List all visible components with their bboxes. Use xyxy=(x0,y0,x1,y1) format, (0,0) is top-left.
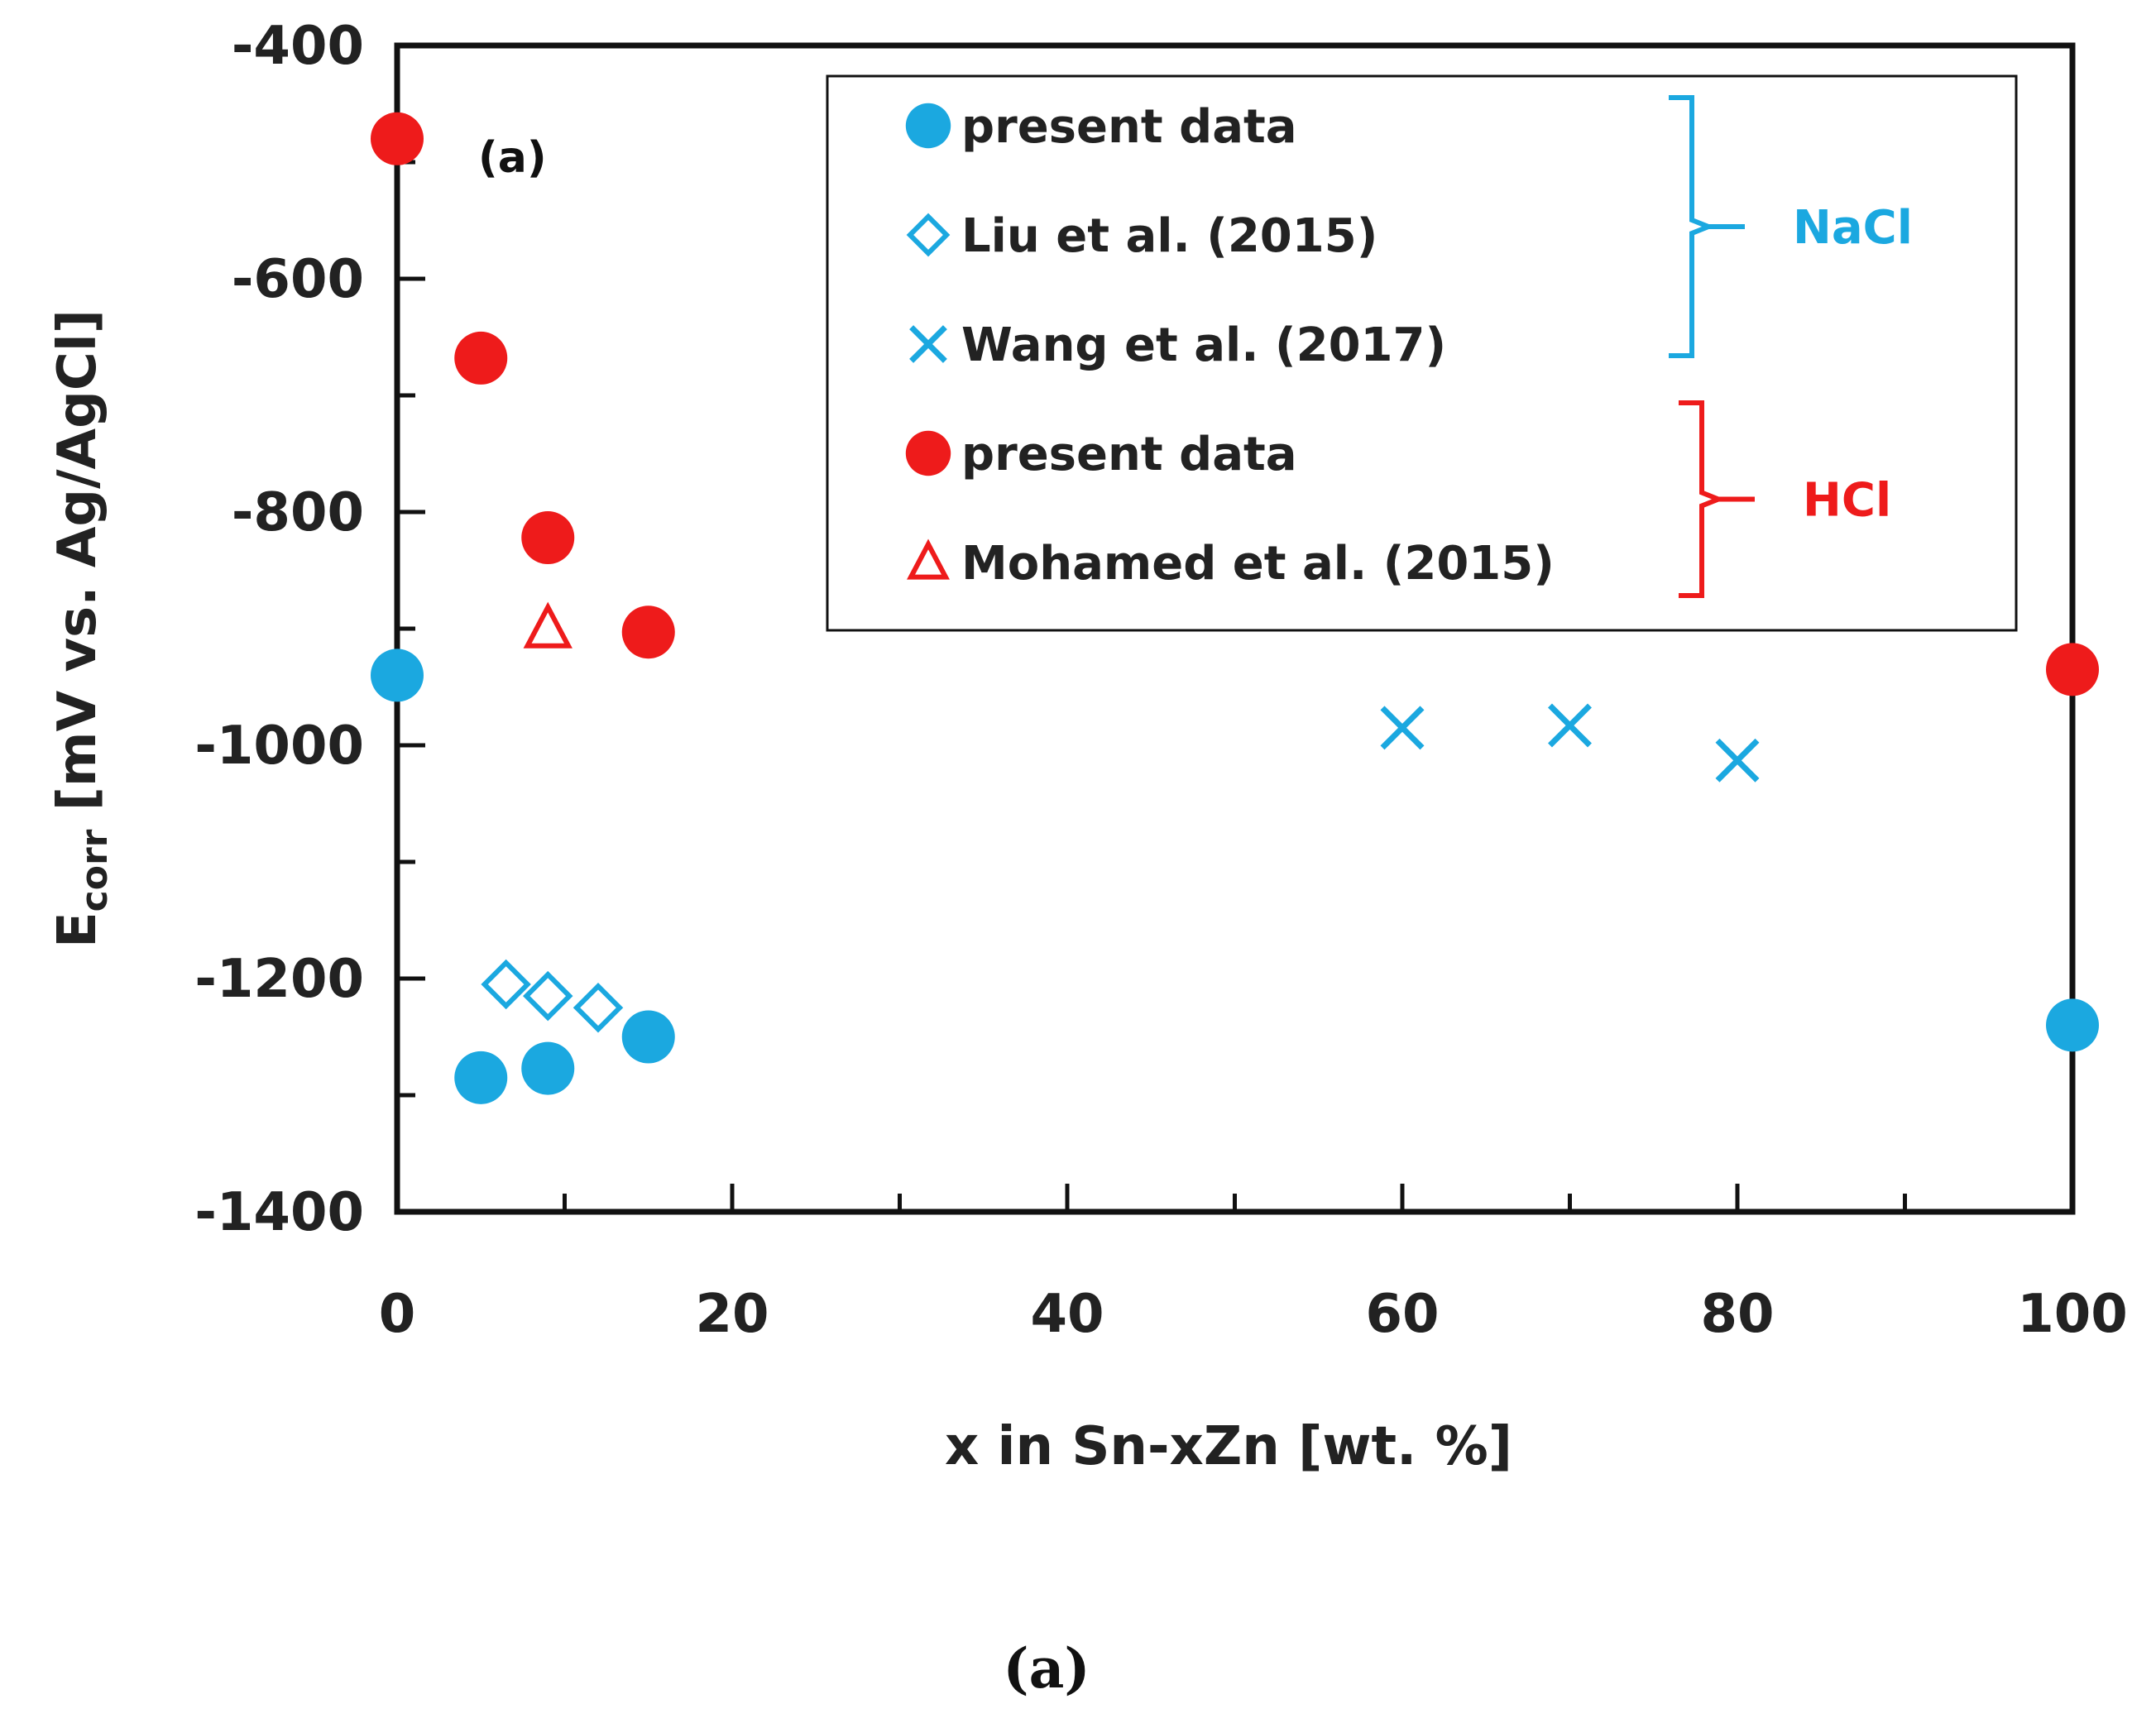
x-tick-label: 60 xyxy=(1365,1284,1439,1345)
data-point xyxy=(371,649,424,702)
data-point xyxy=(573,983,624,1033)
data-point xyxy=(1715,738,1760,783)
y-tick-label: -600 xyxy=(232,249,364,310)
x-tick-labels: 0 20 40 60 80 100 xyxy=(379,1284,2128,1345)
series-nacl-diamond-open xyxy=(481,959,624,1033)
y-tick-label: -1000 xyxy=(194,716,364,777)
x-tick-label: 80 xyxy=(1700,1284,1774,1345)
legend-entry: present data xyxy=(905,100,1297,154)
legend-entry: present data xyxy=(905,428,1297,481)
series-nacl-cross xyxy=(1380,703,1760,783)
series-hcl-circle-filled xyxy=(371,112,2099,696)
legend-entry: Liu et al. (2015) xyxy=(906,209,1377,263)
group-label: HCl xyxy=(1803,474,1891,528)
data-point xyxy=(621,605,675,659)
y-axis-title: Ecorr [mV vs. Ag/AgCl] xyxy=(47,309,116,948)
legend-brackets: NaCl HCl xyxy=(1669,95,1913,598)
bracket-shape xyxy=(1669,95,1745,358)
data-point xyxy=(521,511,575,565)
legend-entry: Mohamed et al. (2015) xyxy=(907,537,1555,591)
x-tick-label: 100 xyxy=(2017,1284,2128,1345)
legend-marker xyxy=(907,538,950,580)
legend-label: Mohamed et al. (2015) xyxy=(961,537,1555,591)
data-point xyxy=(621,1010,675,1064)
y-tick-label: -1400 xyxy=(194,1182,364,1243)
bracket-hcl: HCl xyxy=(1679,400,1891,598)
series-hcl-triangle-open xyxy=(523,601,573,649)
data-point xyxy=(1548,703,1592,748)
legend-entry: Wang et al. (2017) xyxy=(909,318,1446,372)
y-tick-labels: -400 -600 -800 -1000 -1200 -1400 xyxy=(194,16,364,1243)
legend-box xyxy=(826,74,2018,632)
legend-label: Liu et al. (2015) xyxy=(961,209,1377,263)
data-point xyxy=(523,601,573,649)
figure-caption: (a) xyxy=(1003,1636,1090,1701)
group-label: NaCl xyxy=(1793,201,1913,255)
y-axis-title-main: E xyxy=(47,912,108,948)
panel-label: (a) xyxy=(478,133,547,183)
data-point xyxy=(2046,643,2099,696)
legend-label: Wang et al. (2017) xyxy=(961,318,1446,372)
y-axis-title-subscript: corr xyxy=(74,829,116,912)
data-point xyxy=(481,959,531,1010)
data-point xyxy=(523,970,573,1022)
y-tick-label: -400 xyxy=(232,16,364,77)
y-axis-title-rest: [mV vs. Ag/AgCl] xyxy=(47,309,108,830)
bracket-nacl: NaCl xyxy=(1669,95,1913,358)
legend-marker xyxy=(905,103,951,149)
legend-marker xyxy=(906,213,951,257)
data-point xyxy=(454,1051,508,1104)
data-point xyxy=(2046,998,2099,1052)
data-marks xyxy=(371,112,2099,1104)
x-tick-label: 40 xyxy=(1030,1284,1104,1345)
legend-label: present data xyxy=(961,428,1297,481)
legend-label: present data xyxy=(961,100,1297,154)
legend: present data Liu et al. (2015) Wang et al.… xyxy=(826,74,2018,632)
legend-marker xyxy=(905,430,951,476)
series-nacl-circle-filled xyxy=(371,649,2099,1104)
legend-entries: present data Liu et al. (2015) Wang et al.… xyxy=(905,100,1555,591)
data-point xyxy=(454,331,508,385)
legend-marker xyxy=(909,325,947,363)
x-tick-label: 20 xyxy=(695,1284,769,1345)
y-tick-label: -800 xyxy=(232,482,364,543)
data-point xyxy=(371,112,424,165)
data-point xyxy=(1380,706,1425,750)
bracket-shape xyxy=(1679,400,1755,598)
x-tick-label: 0 xyxy=(379,1284,416,1345)
y-tick-label: -1200 xyxy=(194,949,364,1010)
data-point xyxy=(521,1041,575,1095)
x-axis-title: x in Sn-xZn [wt. %] xyxy=(945,1416,1512,1477)
